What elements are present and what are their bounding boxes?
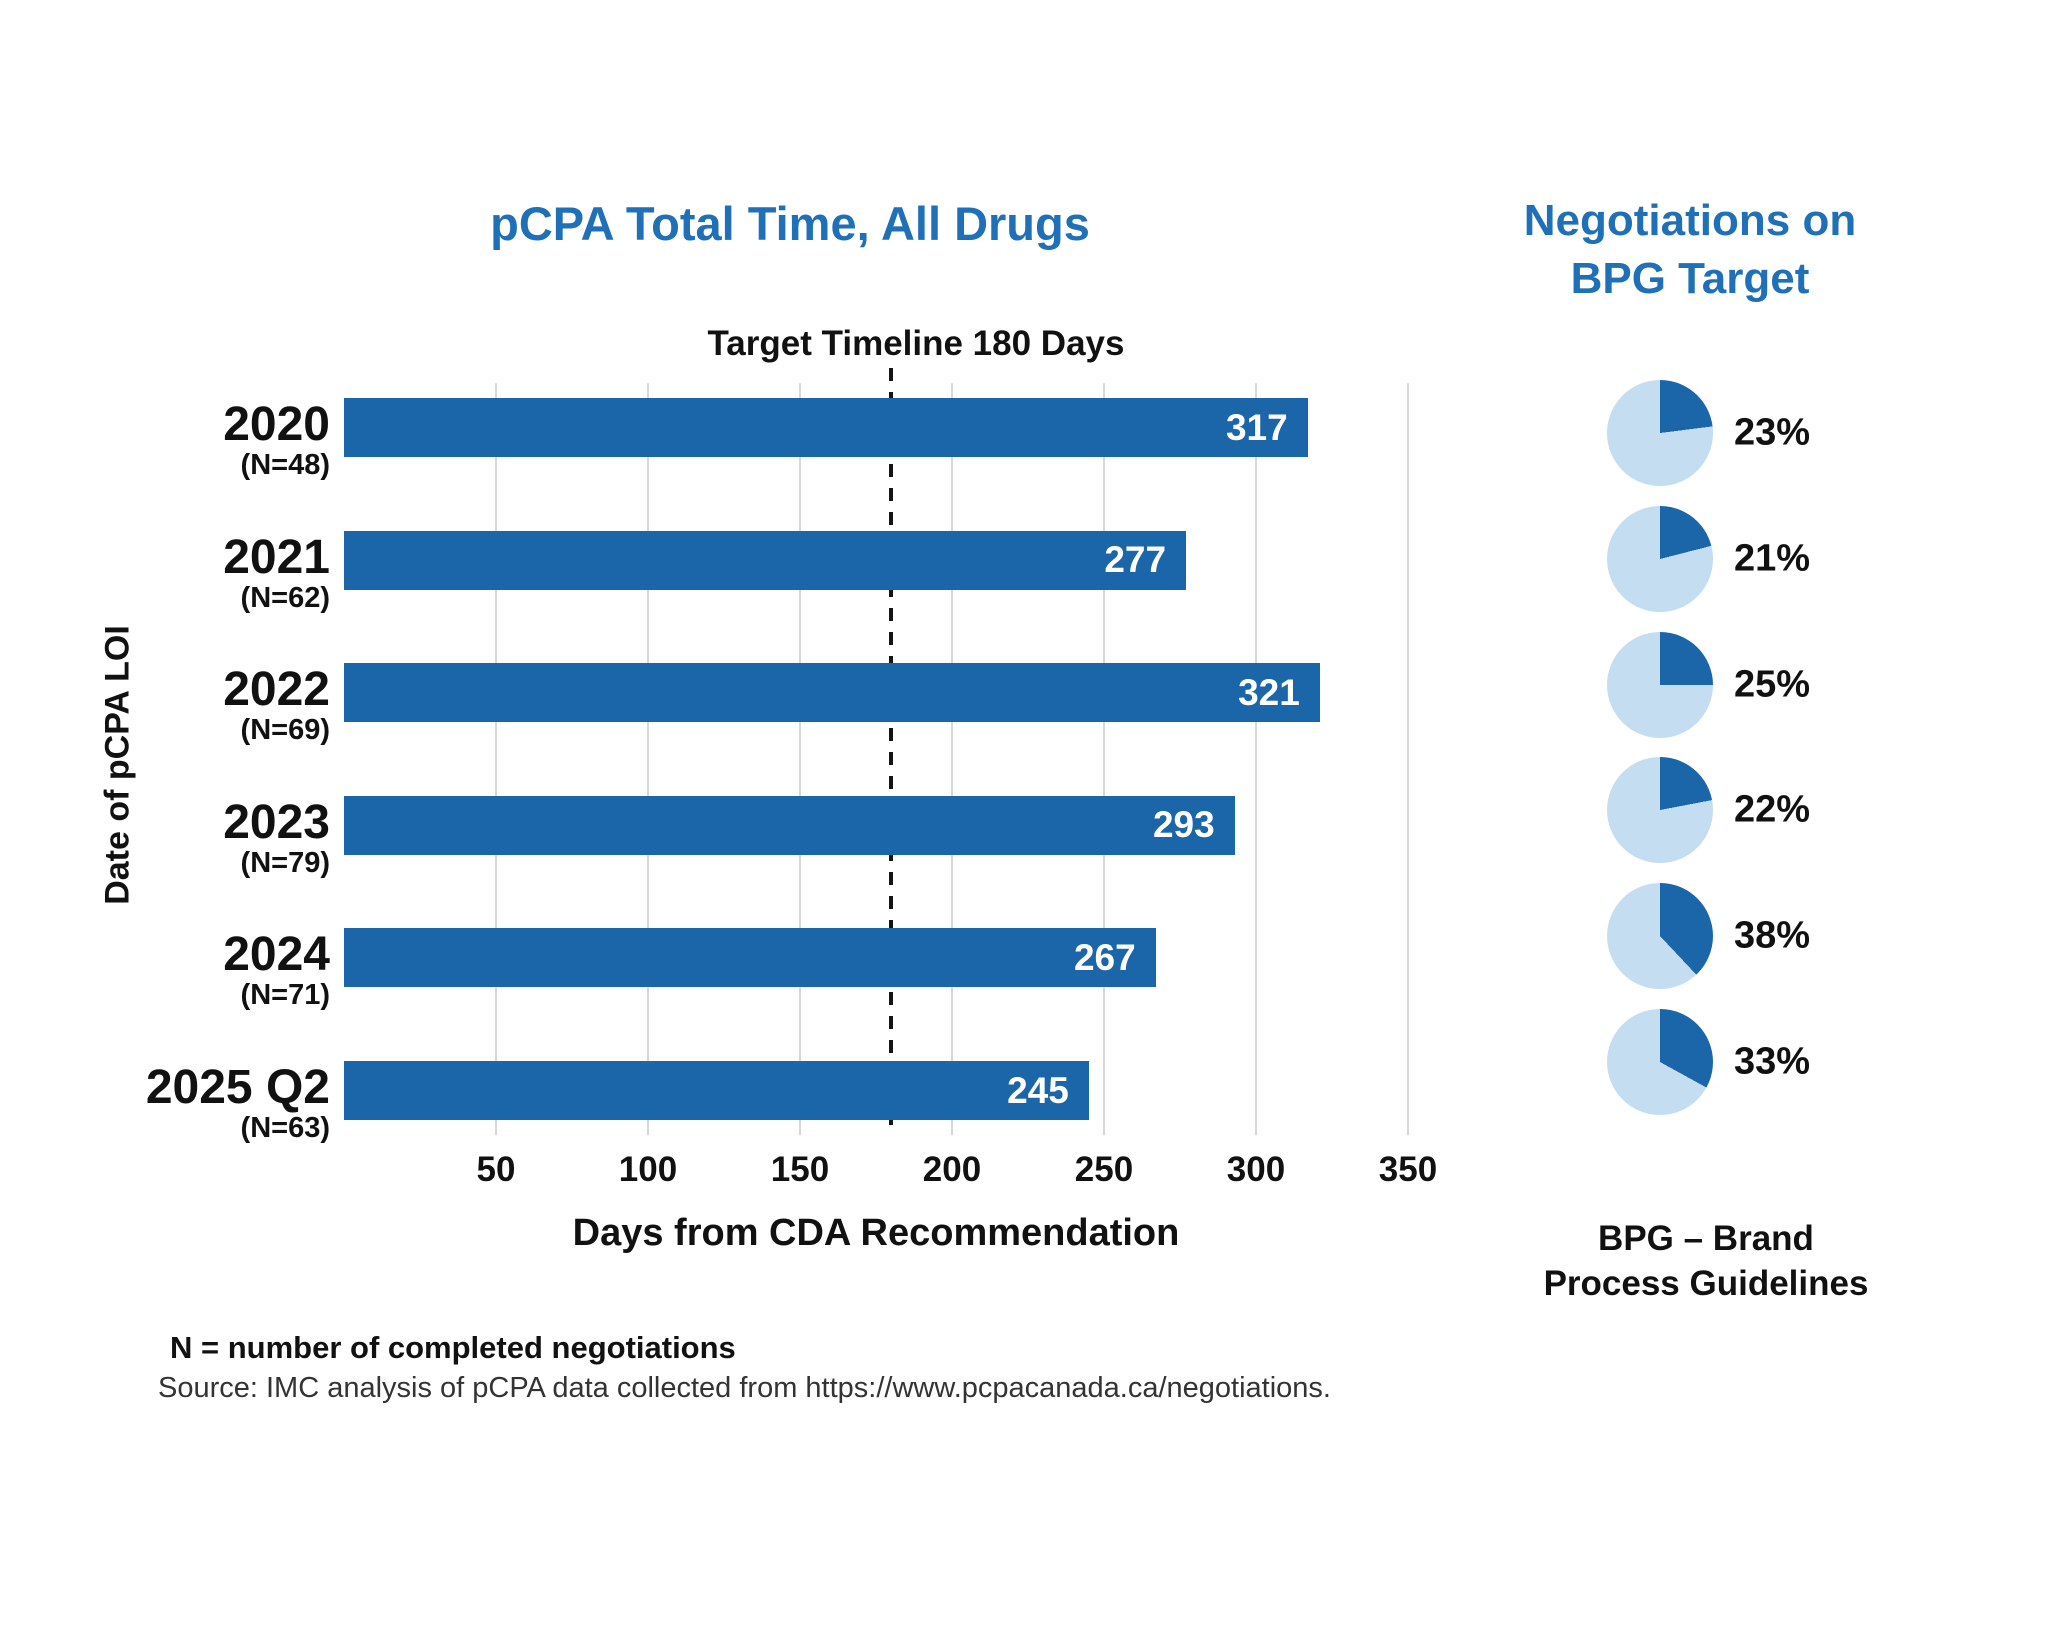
n-definition-footnote: N = number of completed negotiations [170,1330,736,1365]
gridline-250 [1103,383,1105,1135]
pie-percent-label: 33% [1734,1040,1811,1083]
target-line-label: Target Timeline 180 Days [707,324,1125,363]
category-year: 2023 [223,795,330,849]
pie-2022 [1607,631,1713,738]
bar-value-label: 317 [1225,406,1288,448]
bar-2021: 277 [344,530,1187,590]
x-tick-label-50: 50 [476,1150,516,1189]
category-n-count: (N=63) [240,1112,330,1144]
pie-percent-label: 21% [1734,537,1811,580]
gridline-300 [1255,383,1257,1135]
pie-panel-title: Negotiations on BPG Target [1523,196,1857,303]
category-year: 2024 [223,928,330,982]
category-n-count: (N=69) [240,714,330,747]
pie-percent-label: 23% [1734,411,1811,454]
pie-percent-label: 38% [1734,914,1811,957]
bar-value-label: 321 [1238,671,1300,713]
x-tick-label-150: 150 [770,1150,830,1189]
bar-value-label: 267 [1073,936,1136,978]
category-label-2024: 2024 (N=71) [0,928,330,1013]
pie-percent-label: 22% [1734,788,1811,831]
category-label-2020: 2020 (N=48) [0,398,330,483]
gridline-50 [495,383,497,1135]
bar-value-label: 293 [1152,804,1215,846]
x-tick-label-200: 200 [922,1150,982,1189]
bar-2020: 317 [344,398,1308,457]
bar-value-label: 245 [1007,1069,1069,1111]
source-footnote: Source: IMC analysis of pCPA data collec… [158,1372,1331,1404]
category-n-count: (N=62) [240,581,330,614]
category-year: 2022 [223,663,330,717]
pie-2024 [1607,883,1713,990]
x-tick-label-100: 100 [618,1150,678,1189]
bar-2024: 267 [344,928,1156,988]
pie-2021 [1607,505,1713,612]
category-year: 2021 [223,530,330,584]
bar-chart-title: pCPA Total Time, All Drugs [490,197,1090,250]
gridline-150 [799,383,801,1135]
category-n-count: (N=48) [240,449,330,481]
category-label-2025-q2: 2025 Q2 (N=63) [0,1061,330,1146]
category-label-2023: 2023 (N=79) [0,795,330,881]
x-tick-label-300: 300 [1226,1150,1286,1189]
bar-value-label: 277 [1104,539,1167,581]
category-label-2022: 2022 (N=69) [0,663,330,748]
bar-2022: 321 [344,663,1320,723]
bar-2023: 293 [344,795,1235,855]
x-axis-title: Days from CDA Recommendation [572,1212,1180,1254]
category-n-count: (N=71) [240,979,330,1012]
category-label-2021: 2021 (N=62) [0,530,330,616]
pie-percent-label: 25% [1734,663,1811,706]
pie-2023 [1607,757,1713,864]
category-n-count: (N=79) [240,846,330,879]
category-year: 2025 Q2 [145,1061,330,1114]
gridline-200 [951,383,953,1135]
gridline-100 [647,383,649,1135]
target-dashed-line [889,368,894,1135]
x-tick-label-250: 250 [1074,1150,1134,1189]
bpg-definition-footnote: BPG – Brand Process Guidelines [1543,1219,1869,1303]
gridline-350 [1407,383,1409,1135]
category-year: 2020 [223,398,330,451]
bar-2025-q2: 245 [344,1061,1089,1120]
pie-2020 [1607,380,1713,486]
x-tick-label-350: 350 [1378,1150,1438,1189]
pie-2025-q2 [1607,1009,1713,1115]
